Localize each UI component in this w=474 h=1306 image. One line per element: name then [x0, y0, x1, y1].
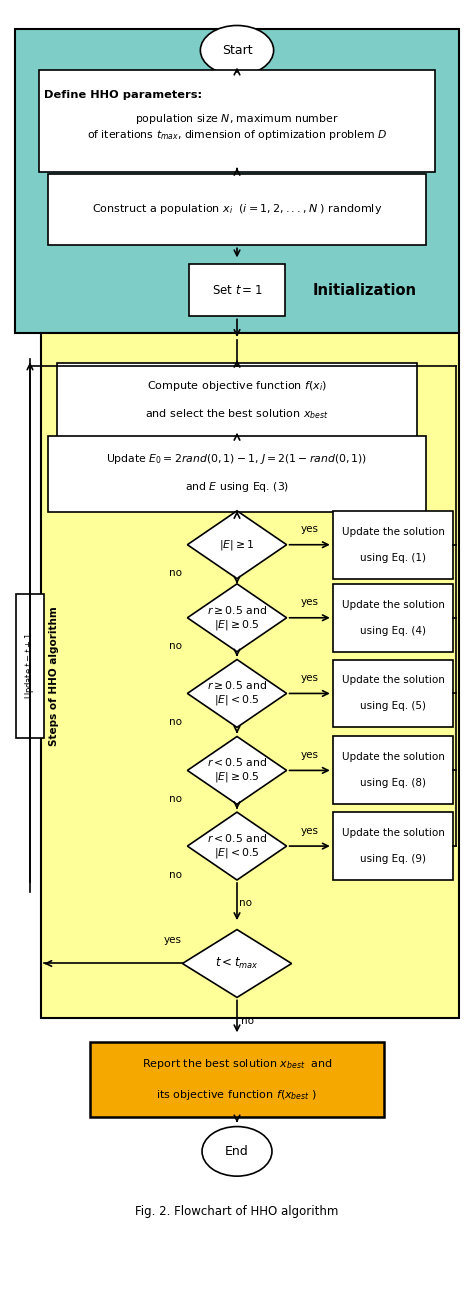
Text: Start: Start [222, 44, 252, 56]
FancyBboxPatch shape [333, 737, 453, 804]
FancyBboxPatch shape [91, 1042, 383, 1118]
FancyBboxPatch shape [38, 69, 436, 171]
Ellipse shape [202, 1127, 272, 1177]
Polygon shape [187, 660, 287, 727]
Text: Compute objective function $f(x_i)$: Compute objective function $f(x_i)$ [147, 379, 327, 393]
FancyBboxPatch shape [333, 812, 453, 880]
Text: no: no [169, 568, 182, 579]
Text: no: no [169, 794, 182, 804]
Text: yes: yes [164, 935, 182, 946]
Text: Initialization: Initialization [313, 283, 417, 298]
Text: yes: yes [301, 825, 319, 836]
Text: Update the solution: Update the solution [342, 675, 445, 686]
Text: $r < 0.5$ and
$|E| \geq 0.5$: $r < 0.5$ and $|E| \geq 0.5$ [207, 756, 267, 785]
Text: yes: yes [301, 673, 319, 683]
Polygon shape [187, 812, 287, 880]
Text: Set $t = 1$: Set $t = 1$ [212, 283, 262, 296]
Polygon shape [182, 930, 292, 998]
Text: $r < 0.5$ and
$|E| < 0.5$: $r < 0.5$ and $|E| < 0.5$ [207, 832, 267, 861]
Ellipse shape [201, 26, 273, 74]
Text: using Eq. (8): using Eq. (8) [360, 778, 426, 789]
Text: no: no [169, 641, 182, 652]
Text: no: no [241, 1016, 254, 1027]
FancyBboxPatch shape [16, 594, 44, 738]
Text: and select the best solution $x_{best}$: and select the best solution $x_{best}$ [145, 407, 329, 421]
Text: using Eq. (9): using Eq. (9) [360, 854, 426, 865]
Text: $r \geq 0.5$ and
$|E| < 0.5$: $r \geq 0.5$ and $|E| < 0.5$ [207, 679, 267, 708]
FancyBboxPatch shape [189, 264, 285, 316]
FancyBboxPatch shape [48, 174, 426, 246]
Text: End: End [225, 1145, 249, 1158]
Text: no: no [169, 717, 182, 727]
Polygon shape [187, 737, 287, 804]
FancyBboxPatch shape [41, 333, 459, 1019]
Text: yes: yes [301, 597, 319, 607]
Text: population size $N$, maximum number
of iterations $t_{max}$, dimension of optimi: population size $N$, maximum number of i… [87, 112, 387, 142]
Text: $t < t_{max}$: $t < t_{max}$ [215, 956, 259, 972]
Text: $r \geq 0.5$ and
$|E| \geq 0.5$: $r \geq 0.5$ and $|E| \geq 0.5$ [207, 603, 267, 632]
FancyBboxPatch shape [333, 511, 453, 579]
FancyBboxPatch shape [333, 584, 453, 652]
Text: Define HHO parameters:: Define HHO parameters: [44, 90, 202, 99]
Text: using Eq. (5): using Eq. (5) [360, 701, 426, 712]
Polygon shape [187, 584, 287, 652]
Text: Fig. 2. Flowchart of HHO algorithm: Fig. 2. Flowchart of HHO algorithm [135, 1205, 339, 1218]
Text: Update $E_0 = 2rand(0,1) - 1$, $J = 2(1 - rand(0,1))$: Update $E_0 = 2rand(0,1) - 1$, $J = 2(1 … [106, 452, 368, 466]
FancyBboxPatch shape [15, 30, 459, 333]
Text: Update the solution: Update the solution [342, 828, 445, 838]
Text: $|E| \geq 1$: $|E| \geq 1$ [219, 538, 255, 551]
Text: Update the solution: Update the solution [342, 752, 445, 763]
FancyBboxPatch shape [333, 660, 453, 727]
Text: no: no [239, 899, 252, 909]
FancyBboxPatch shape [57, 363, 417, 439]
Text: yes: yes [301, 524, 319, 534]
Text: Update the solution: Update the solution [342, 599, 445, 610]
Text: Steps of HHO algorithm: Steps of HHO algorithm [49, 606, 59, 746]
Text: Construct a population $x_i$  ($i = 1,2,...,N$ ) randomly: Construct a population $x_i$ ($i = 1,2,.… [92, 202, 382, 217]
Polygon shape [187, 511, 287, 579]
Text: its objective function $f(x_{best}$ ): its objective function $f(x_{best}$ ) [156, 1088, 318, 1102]
Text: using Eq. (4): using Eq. (4) [360, 626, 426, 636]
Text: and $E$ using Eq. (3): and $E$ using Eq. (3) [185, 481, 289, 494]
Text: Report the best solution $x_{best}$  and: Report the best solution $x_{best}$ and [142, 1057, 332, 1071]
Text: using Eq. (1): using Eq. (1) [360, 552, 426, 563]
Text: Update $t = t + 1$: Update $t = t + 1$ [24, 632, 36, 700]
Text: yes: yes [301, 750, 319, 760]
Text: Update the solution: Update the solution [342, 526, 445, 537]
FancyBboxPatch shape [48, 436, 426, 512]
Text: no: no [169, 870, 182, 880]
